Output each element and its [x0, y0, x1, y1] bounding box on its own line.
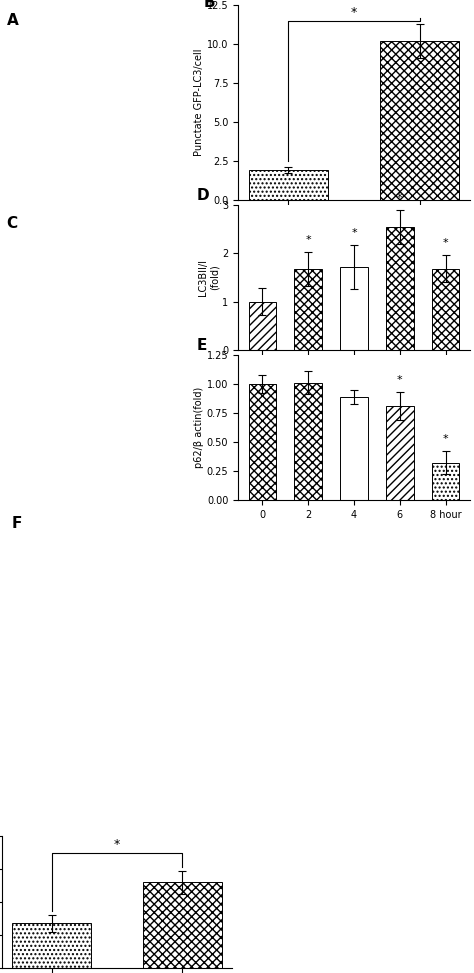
- Text: D: D: [196, 188, 209, 202]
- Bar: [432, 463, 459, 500]
- Bar: [248, 302, 276, 350]
- Bar: [294, 269, 322, 350]
- Y-axis label: LC3BII/I
(fold): LC3BII/I (fold): [198, 259, 219, 296]
- Bar: [386, 227, 414, 350]
- Bar: [248, 170, 328, 200]
- Text: *: *: [351, 228, 357, 237]
- Text: *: *: [351, 6, 357, 18]
- Text: *: *: [397, 193, 402, 202]
- Bar: [386, 406, 414, 500]
- Text: E: E: [196, 338, 207, 352]
- Text: *: *: [114, 838, 120, 851]
- Text: F: F: [11, 517, 22, 531]
- Text: B: B: [203, 0, 215, 11]
- Y-axis label: Punctate GFP-LC3/cell: Punctate GFP-LC3/cell: [194, 49, 204, 157]
- Y-axis label: p62/β actin(fold): p62/β actin(fold): [194, 387, 204, 468]
- Bar: [248, 384, 276, 500]
- Text: C: C: [7, 216, 18, 231]
- Text: A: A: [7, 13, 18, 28]
- Bar: [143, 883, 221, 968]
- Bar: [12, 923, 91, 968]
- Bar: [294, 382, 322, 500]
- Bar: [380, 41, 459, 200]
- Bar: [340, 267, 368, 350]
- Bar: [432, 269, 459, 350]
- Text: *: *: [397, 375, 402, 385]
- Bar: [340, 397, 368, 500]
- Text: *: *: [305, 234, 311, 244]
- Text: *: *: [443, 434, 448, 444]
- Text: *: *: [443, 238, 448, 248]
